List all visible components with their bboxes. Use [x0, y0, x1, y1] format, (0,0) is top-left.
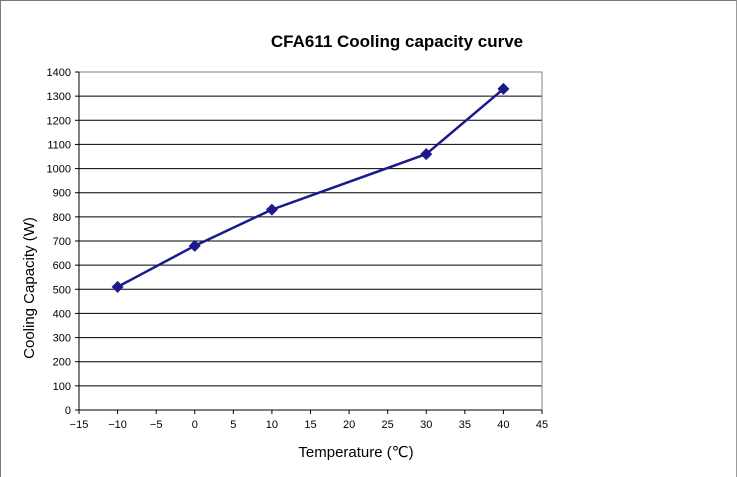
x-tick-label: 5 [230, 419, 236, 431]
data-markers [111, 82, 510, 293]
y-axis-label: Cooling Capacity (W) [21, 217, 38, 359]
x-ticks: −15 −10 −5 0 5 10 15 20 25 30 35 40 45 [70, 410, 548, 431]
y-tick-label: 1100 [47, 139, 71, 151]
y-tick-label: 0 [65, 405, 71, 417]
x-tick-label: 30 [420, 419, 432, 431]
y-tick-label: 800 [53, 212, 71, 224]
x-tick-label: 40 [497, 419, 509, 431]
x-tick-label: 45 [536, 419, 548, 431]
y-tick-label: 300 [53, 333, 71, 345]
y-tick-label: 400 [53, 308, 71, 320]
y-tick-label: 600 [53, 260, 71, 272]
x-tick-label: 10 [266, 419, 278, 431]
grid [79, 71, 542, 387]
y-tick-label: 100 [53, 381, 71, 393]
x-tick-label: 35 [459, 419, 471, 431]
x-axis-label: Temperature (℃) [298, 444, 413, 461]
x-tick-label: 25 [382, 419, 394, 431]
y-tick-label: 1200 [47, 115, 71, 127]
y-tick-label: 1400 [47, 67, 71, 79]
x-tick-label: −15 [70, 419, 89, 431]
x-tick-label: 20 [343, 419, 355, 431]
x-tick-label: −10 [108, 419, 127, 431]
chart-title: CFA611 Cooling capacity curve [271, 32, 523, 51]
y-tick-label: 500 [53, 284, 71, 296]
y-tick-label: 200 [53, 357, 71, 369]
x-tick-label: −5 [150, 419, 163, 431]
data-point [497, 82, 510, 95]
y-ticks: 0 100 200 300 400 500 600 700 800 900 1000 1100 1200… [47, 67, 79, 417]
data-point [265, 203, 278, 216]
data-point [111, 280, 124, 293]
data-point [188, 239, 201, 252]
data-point [420, 148, 433, 161]
y-tick-label: 1000 [47, 164, 71, 176]
x-tick-label: 15 [304, 419, 316, 431]
y-tick-label: 1300 [47, 91, 71, 103]
y-tick-label: 700 [53, 236, 71, 248]
y-tick-label: 900 [53, 188, 71, 200]
x-tick-label: 0 [192, 419, 198, 431]
series-line [116, 87, 505, 288]
